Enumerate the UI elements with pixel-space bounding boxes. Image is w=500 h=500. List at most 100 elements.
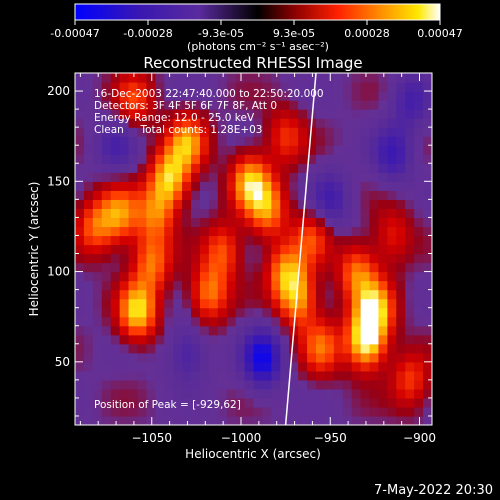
heatmap-cell — [119, 235, 130, 246]
heatmap-cell — [164, 289, 174, 300]
heatmap-cell — [342, 127, 353, 137]
heatmap-cell — [235, 280, 246, 291]
heatmap-cell — [307, 208, 317, 219]
heatmap-cell — [199, 361, 210, 372]
heatmap-cell — [235, 136, 246, 146]
heatmap-cell — [191, 154, 201, 164]
heatmap-cell — [92, 73, 103, 83]
heatmap-cell — [307, 226, 317, 237]
heatmap-cell — [191, 298, 201, 309]
heatmap-cell — [92, 226, 103, 237]
heatmap-cell — [128, 154, 139, 164]
heatmap-cell — [244, 226, 255, 237]
heatmap-cell — [164, 271, 174, 282]
heatmap-cell — [208, 199, 219, 209]
heatmap-cell — [342, 145, 353, 155]
heatmap-cell — [235, 127, 246, 137]
heatmap-cell — [271, 316, 281, 327]
heatmap-cell — [298, 91, 308, 101]
heatmap-cell — [405, 235, 415, 246]
heatmap-cell — [137, 217, 147, 228]
heatmap-cell — [244, 397, 255, 408]
heatmap-cell — [244, 163, 255, 173]
heatmap-cell — [360, 280, 371, 291]
heatmap-cell — [226, 208, 237, 219]
heatmap-cell — [128, 325, 139, 336]
heatmap-cell — [333, 298, 344, 309]
heatmap-cell — [235, 298, 246, 309]
heatmap-cell — [173, 226, 183, 237]
heatmap-cell — [182, 370, 192, 381]
heatmap-cell — [298, 289, 308, 300]
heatmap-cell — [119, 361, 130, 372]
heatmap-cell — [75, 307, 85, 318]
heatmap-cell — [289, 235, 299, 246]
heatmap-cell — [369, 172, 380, 182]
heatmap-cell — [298, 73, 308, 83]
heatmap-cell — [164, 415, 174, 425]
heatmap-cell — [414, 406, 424, 417]
heatmap-cell — [289, 253, 299, 264]
heatmap-cell — [235, 415, 246, 425]
heatmap-cell — [253, 379, 264, 390]
heatmap-cell — [128, 253, 139, 264]
heatmap-cell — [262, 145, 272, 155]
heatmap-cell — [110, 73, 121, 83]
heatmap-cell — [110, 415, 121, 425]
heatmap-cell — [307, 163, 317, 173]
heatmap-cell — [298, 244, 308, 255]
heatmap-cell — [244, 370, 255, 381]
heatmap-cell — [298, 199, 308, 209]
heatmap-cell — [173, 316, 183, 327]
heatmap-cell — [182, 289, 192, 300]
heatmap-cell — [164, 154, 174, 164]
heatmap-cell — [199, 154, 210, 164]
heatmap-cell — [423, 127, 432, 137]
heatmap-cell — [173, 136, 183, 146]
heatmap-cell — [199, 244, 210, 255]
heatmap-cell — [423, 235, 432, 246]
heatmap-cell — [191, 343, 201, 354]
heatmap-cell — [315, 136, 326, 146]
heatmap-cell — [182, 91, 192, 101]
heatmap-cell — [164, 406, 174, 417]
heatmap-cell — [423, 352, 432, 363]
heatmap-cell — [280, 361, 290, 372]
heatmap-cell — [182, 352, 192, 363]
heatmap-cell — [155, 235, 165, 246]
heatmap-cell — [342, 271, 353, 282]
heatmap-cell — [75, 172, 85, 182]
heatmap-cell — [173, 235, 183, 246]
heatmap-cell — [155, 82, 165, 92]
heatmap-cell — [182, 154, 192, 164]
heatmap-cell — [244, 361, 255, 372]
heatmap-cell — [164, 280, 174, 291]
heatmap-cell — [110, 181, 121, 191]
heatmap-cell — [280, 136, 290, 146]
heatmap-cell — [137, 289, 147, 300]
heatmap-cell — [405, 316, 415, 327]
heatmap-cell — [342, 334, 353, 345]
heatmap-cell — [101, 307, 112, 318]
x-axis-label: Heliocentric X (arcsec) — [185, 447, 321, 461]
heatmap-cell — [146, 82, 156, 92]
heatmap-cell — [182, 163, 192, 173]
heatmap-cell — [280, 370, 290, 381]
heatmap-cell — [217, 226, 228, 237]
heatmap-cell — [110, 379, 121, 390]
heatmap-cell — [164, 118, 174, 128]
heatmap-cell — [191, 91, 201, 101]
heatmap-cell — [83, 316, 94, 327]
heatmap-cell — [110, 235, 121, 246]
heatmap-cell — [128, 163, 139, 173]
heatmap-cell — [387, 406, 397, 417]
plot-timestamp: 7-May-2022 20:30 — [374, 483, 493, 498]
heatmap-cell — [423, 406, 432, 417]
heatmap-cell — [155, 397, 165, 408]
heatmap-cell — [423, 154, 432, 164]
heatmap-cell — [146, 199, 156, 209]
heatmap-cell — [253, 388, 264, 399]
heatmap-cell — [351, 361, 362, 372]
heatmap-cell — [289, 208, 299, 219]
heatmap-cell — [137, 397, 147, 408]
